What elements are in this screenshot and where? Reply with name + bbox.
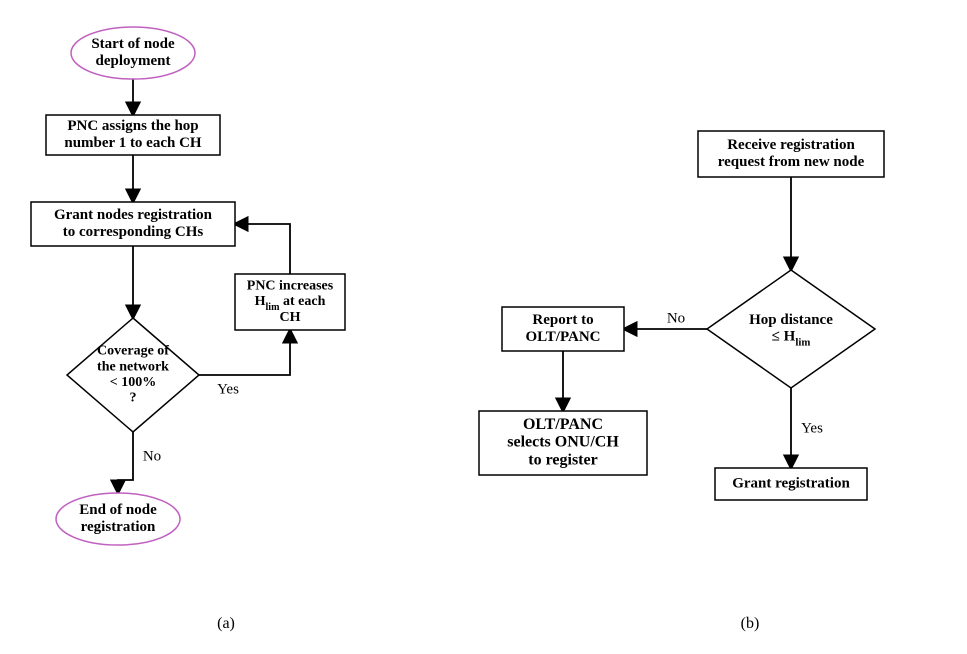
svg-text:End of node: End of node bbox=[79, 502, 157, 518]
svg-text:PNC increases: PNC increases bbox=[247, 279, 334, 294]
flowchart-a-edge bbox=[235, 224, 290, 274]
svg-text:< 100%: < 100% bbox=[110, 375, 156, 390]
flowchart-b-caption: (b) bbox=[741, 615, 760, 632]
svg-text:OLT/PANC: OLT/PANC bbox=[525, 329, 600, 345]
flowchart-a-edge-label: No bbox=[143, 448, 161, 464]
svg-text:Grant registration: Grant registration bbox=[732, 475, 850, 491]
svg-text:deployment: deployment bbox=[96, 53, 171, 69]
svg-text:Start of node: Start of node bbox=[91, 36, 175, 52]
flowchart-a-edge bbox=[199, 330, 290, 375]
svg-text:registration: registration bbox=[81, 519, 156, 535]
svg-text:Hop distance: Hop distance bbox=[749, 312, 833, 328]
svg-text:request from new node: request from new node bbox=[718, 154, 865, 170]
svg-text:OLT/PANC: OLT/PANC bbox=[523, 416, 603, 433]
svg-text:the network: the network bbox=[97, 359, 169, 374]
svg-text:Report to: Report to bbox=[532, 312, 593, 328]
svg-text:number 1 to each CH: number 1 to each CH bbox=[64, 135, 202, 151]
flowchart-a-edge bbox=[118, 432, 133, 493]
svg-text:CH: CH bbox=[280, 310, 301, 325]
flowchart-canvas: Yes No Start of nodedeployment PNC assigns … bbox=[0, 0, 967, 654]
svg-text:?: ? bbox=[130, 391, 137, 406]
flowchart-a-edge-label: Yes bbox=[217, 381, 239, 397]
svg-text:Coverage of: Coverage of bbox=[97, 344, 169, 359]
flowchart-a-caption: (a) bbox=[217, 615, 235, 632]
svg-text:selects ONU/CH: selects ONU/CH bbox=[507, 434, 619, 451]
svg-text:Grant nodes registration: Grant nodes registration bbox=[54, 207, 213, 223]
svg-text:Receive registration: Receive registration bbox=[727, 137, 855, 153]
flowchart-b-edge-label: Yes bbox=[801, 420, 823, 436]
svg-text:to register: to register bbox=[528, 452, 597, 469]
flowchart-b-edge-label: No bbox=[667, 310, 685, 326]
svg-text:PNC assigns the hop: PNC assigns the hop bbox=[67, 118, 198, 134]
svg-text:to corresponding CHs: to corresponding CHs bbox=[63, 224, 204, 240]
